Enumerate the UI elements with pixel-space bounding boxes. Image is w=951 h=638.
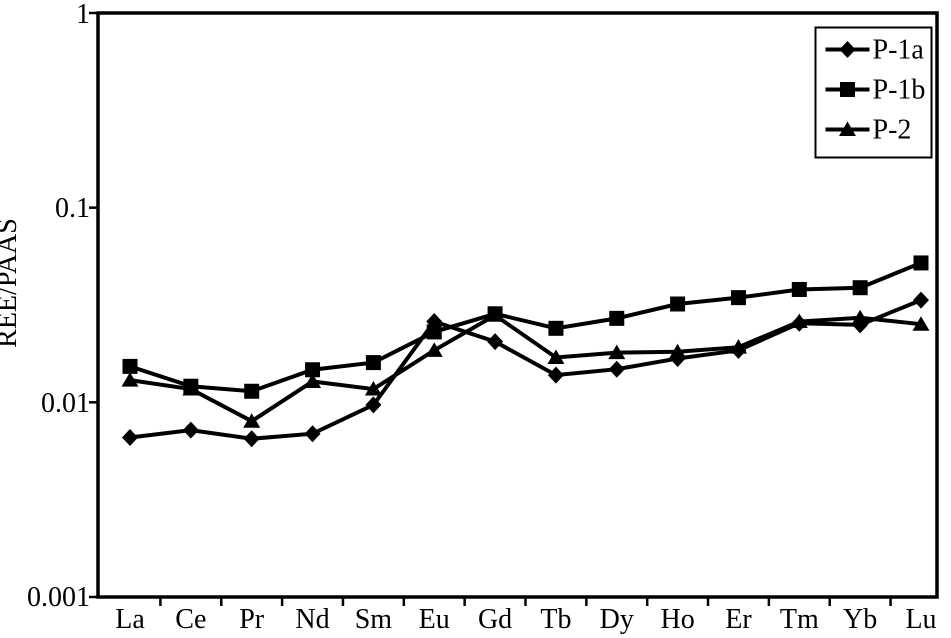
data-point-p-1b: [852, 280, 868, 296]
data-point-p-1b: [548, 320, 564, 336]
legend-label-p-1a: P-1a: [873, 35, 925, 66]
y-tick-label-0-1: 0.1: [55, 193, 90, 224]
data-point-p-1a: [426, 313, 443, 331]
data-point-p-1b: [244, 383, 260, 399]
data-point-p-1b: [487, 306, 503, 322]
x-tick-label-ho: Ho: [660, 604, 694, 635]
data-point-p-1b: [122, 358, 138, 374]
x-tick-label-gd: Gd: [478, 604, 512, 635]
data-point-p-1a: [913, 291, 929, 309]
data-point-p-1a: [365, 396, 382, 414]
x-tick-label-nd: Nd: [295, 604, 329, 635]
x-tick-label-sm: Sm: [355, 604, 393, 635]
x-tick-label-eu: Eu: [419, 604, 450, 635]
data-point-p-1a: [243, 430, 260, 448]
x-tick-label-la: La: [115, 604, 145, 635]
data-point-p-1b: [670, 296, 686, 312]
x-tick-label-yb: Yb: [843, 604, 877, 635]
x-tick-label-tm: Tm: [780, 604, 819, 635]
data-point-p-2: [364, 381, 382, 396]
data-point-p-2: [121, 372, 139, 387]
data-point-p-1a: [122, 428, 138, 446]
data-point-p-1b: [183, 378, 199, 394]
data-point-p-1a: [852, 316, 869, 334]
legend-label-p-1b: P-1b: [873, 75, 926, 106]
data-point-p-2: [425, 342, 443, 357]
data-point-p-1a: [182, 421, 199, 439]
series-line-p-1b: [129, 261, 922, 394]
data-point-p-1a: [730, 341, 747, 359]
data-point-p-1a: [791, 314, 808, 332]
x-tick-label-ce: Ce: [175, 604, 206, 635]
series-line-p-2: [129, 312, 922, 424]
data-point-p-1b: [609, 310, 625, 326]
x-tick-label-tb: Tb: [540, 604, 571, 635]
y-tick-label-0-001: 0.001: [27, 582, 90, 613]
data-point-p-1b: [730, 290, 746, 306]
data-point-p-2: [608, 344, 626, 360]
data-point-p-2: [547, 349, 565, 364]
data-point-p-2: [304, 373, 322, 388]
plot-border: [96, 11, 939, 599]
y-tick-label-0-01: 0.01: [41, 388, 90, 419]
data-point-p-1a: [547, 366, 564, 384]
y-tick-label-1: 1: [76, 0, 90, 30]
series-line-p-1a: [129, 298, 922, 441]
x-tick-label-lu: Lu: [905, 604, 936, 635]
data-point-p-1b: [913, 255, 929, 271]
x-tick-label-pr: Pr: [239, 604, 265, 635]
data-point-p-2: [912, 316, 930, 331]
legend-diamond-icon: [839, 41, 856, 58]
y-axis-title: REE/PAAS: [0, 218, 23, 348]
legend-square-icon: [840, 82, 855, 97]
data-point-p-2: [243, 413, 261, 428]
legend-label-p-2: P-2: [873, 115, 912, 146]
data-point-p-1a: [669, 349, 686, 367]
data-point-p-1b: [791, 281, 807, 297]
x-tick-label-er: Er: [725, 604, 752, 635]
legend-triangle-icon: [839, 121, 856, 136]
data-point-p-1a: [304, 425, 321, 443]
x-tick-label-dy: Dy: [600, 604, 634, 635]
data-point-p-1a: [487, 333, 504, 351]
data-point-p-1a: [608, 360, 625, 378]
data-point-p-1b: [305, 362, 321, 378]
data-point-p-1b: [365, 355, 381, 371]
